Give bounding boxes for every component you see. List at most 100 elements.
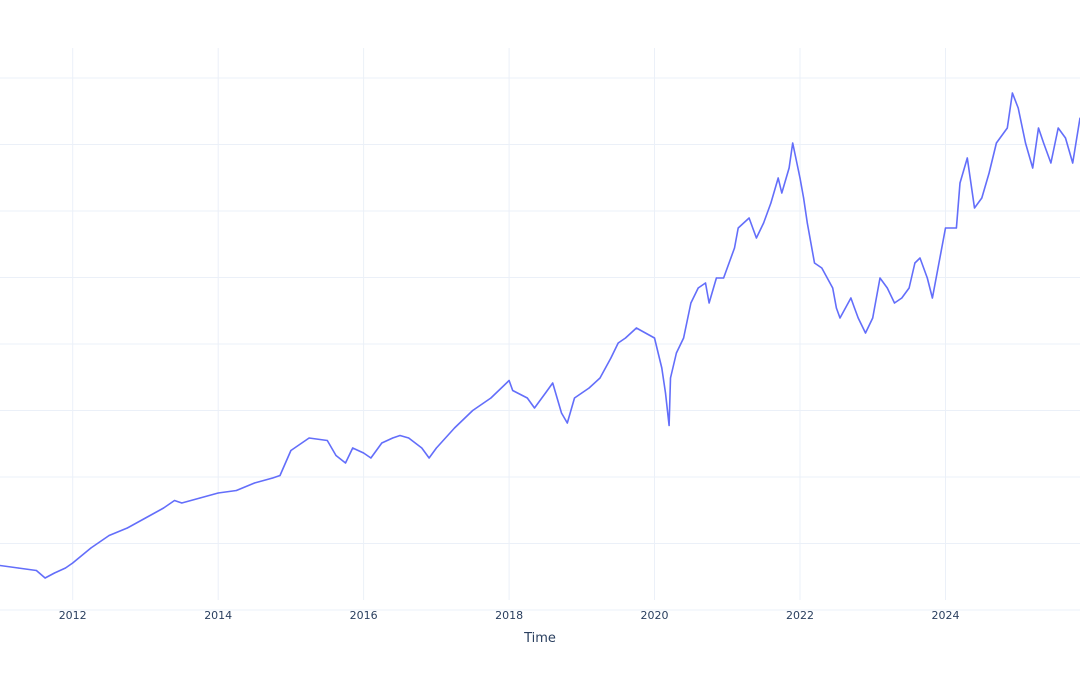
data-point xyxy=(919,257,921,259)
data-point xyxy=(653,337,656,339)
data-point xyxy=(1017,107,1019,109)
plot-area xyxy=(0,92,1080,579)
x-tick-label: 2024 xyxy=(932,609,960,622)
data-point xyxy=(664,392,667,394)
data-point xyxy=(308,437,310,439)
data-point xyxy=(988,172,990,174)
data-point xyxy=(560,412,563,414)
data-point xyxy=(253,482,256,484)
x-tick-label: 2012 xyxy=(59,609,87,622)
data-point xyxy=(635,327,638,329)
data-point xyxy=(901,297,903,299)
data-point xyxy=(490,397,492,399)
data-point xyxy=(399,434,401,437)
data-point xyxy=(588,387,590,389)
data-point xyxy=(697,287,699,289)
x-tick-label: 2022 xyxy=(786,609,814,622)
data-point xyxy=(966,157,968,159)
data-point xyxy=(544,392,547,394)
data-point xyxy=(617,342,619,344)
data-point xyxy=(17,567,19,569)
data-point xyxy=(788,167,790,169)
grid-lines xyxy=(0,48,1080,611)
data-point xyxy=(770,202,772,204)
data-point xyxy=(290,449,292,452)
data-point xyxy=(1043,142,1045,144)
data-point xyxy=(1006,127,1008,129)
data-point xyxy=(1057,127,1059,129)
data-point xyxy=(683,337,685,339)
data-point xyxy=(1050,162,1052,164)
x-axis-title: Time xyxy=(523,631,556,646)
data-point xyxy=(1072,162,1074,164)
data-point xyxy=(995,142,998,144)
data-point xyxy=(799,177,801,179)
data-point xyxy=(1037,127,1040,129)
data-point xyxy=(173,499,176,502)
data-point xyxy=(512,389,514,392)
data-point xyxy=(72,562,74,564)
data-point xyxy=(90,547,92,549)
data-point xyxy=(715,277,718,279)
data-point xyxy=(893,302,896,304)
data-point xyxy=(872,317,874,319)
data-point xyxy=(435,447,437,449)
data-point xyxy=(144,517,147,519)
x-tick-label: 2016 xyxy=(350,609,378,622)
data-point xyxy=(690,302,692,304)
data-point xyxy=(533,407,536,409)
data-point xyxy=(624,337,627,339)
data-point xyxy=(777,177,779,179)
data-point xyxy=(813,262,816,264)
data-point xyxy=(661,367,663,369)
data-point xyxy=(35,569,38,572)
data-point xyxy=(850,297,852,299)
data-point xyxy=(675,352,678,354)
data-point xyxy=(781,192,783,194)
data-point xyxy=(526,397,528,399)
data-point xyxy=(421,447,423,449)
data-point xyxy=(199,497,201,499)
data-point xyxy=(453,427,456,429)
data-point xyxy=(1024,142,1027,144)
x-tick-label: 2018 xyxy=(495,609,523,622)
data-point xyxy=(821,267,823,269)
data-point xyxy=(472,409,474,412)
data-point xyxy=(908,287,910,289)
data-point xyxy=(708,302,710,304)
data-point xyxy=(599,377,601,379)
data-point xyxy=(733,247,736,249)
data-point xyxy=(552,382,554,384)
data-point xyxy=(931,297,934,299)
data-point xyxy=(668,424,670,427)
data-point xyxy=(879,277,881,279)
data-point xyxy=(792,142,794,144)
data-point xyxy=(0,564,1,567)
data-point xyxy=(806,222,808,224)
data-point xyxy=(126,527,128,529)
data-point xyxy=(959,182,961,184)
data-point xyxy=(428,457,430,459)
data-point xyxy=(723,277,725,279)
data-point xyxy=(566,422,568,424)
data-point xyxy=(857,317,859,319)
data-point xyxy=(973,207,976,209)
data-point xyxy=(217,492,219,494)
x-axis-ticks: 2012 2014 2016 2018 2020 2022 2024 xyxy=(59,609,960,622)
data-point xyxy=(235,489,237,492)
data-point xyxy=(1032,167,1034,169)
data-point xyxy=(914,262,916,264)
data-point xyxy=(853,307,856,309)
data-point xyxy=(335,454,337,457)
data-point xyxy=(44,577,46,579)
data-point xyxy=(581,392,583,394)
data-point xyxy=(352,447,354,449)
data-point xyxy=(181,502,183,504)
data-point xyxy=(344,462,347,464)
data-point xyxy=(763,222,765,224)
data-point xyxy=(704,282,707,284)
data-point xyxy=(669,377,672,379)
